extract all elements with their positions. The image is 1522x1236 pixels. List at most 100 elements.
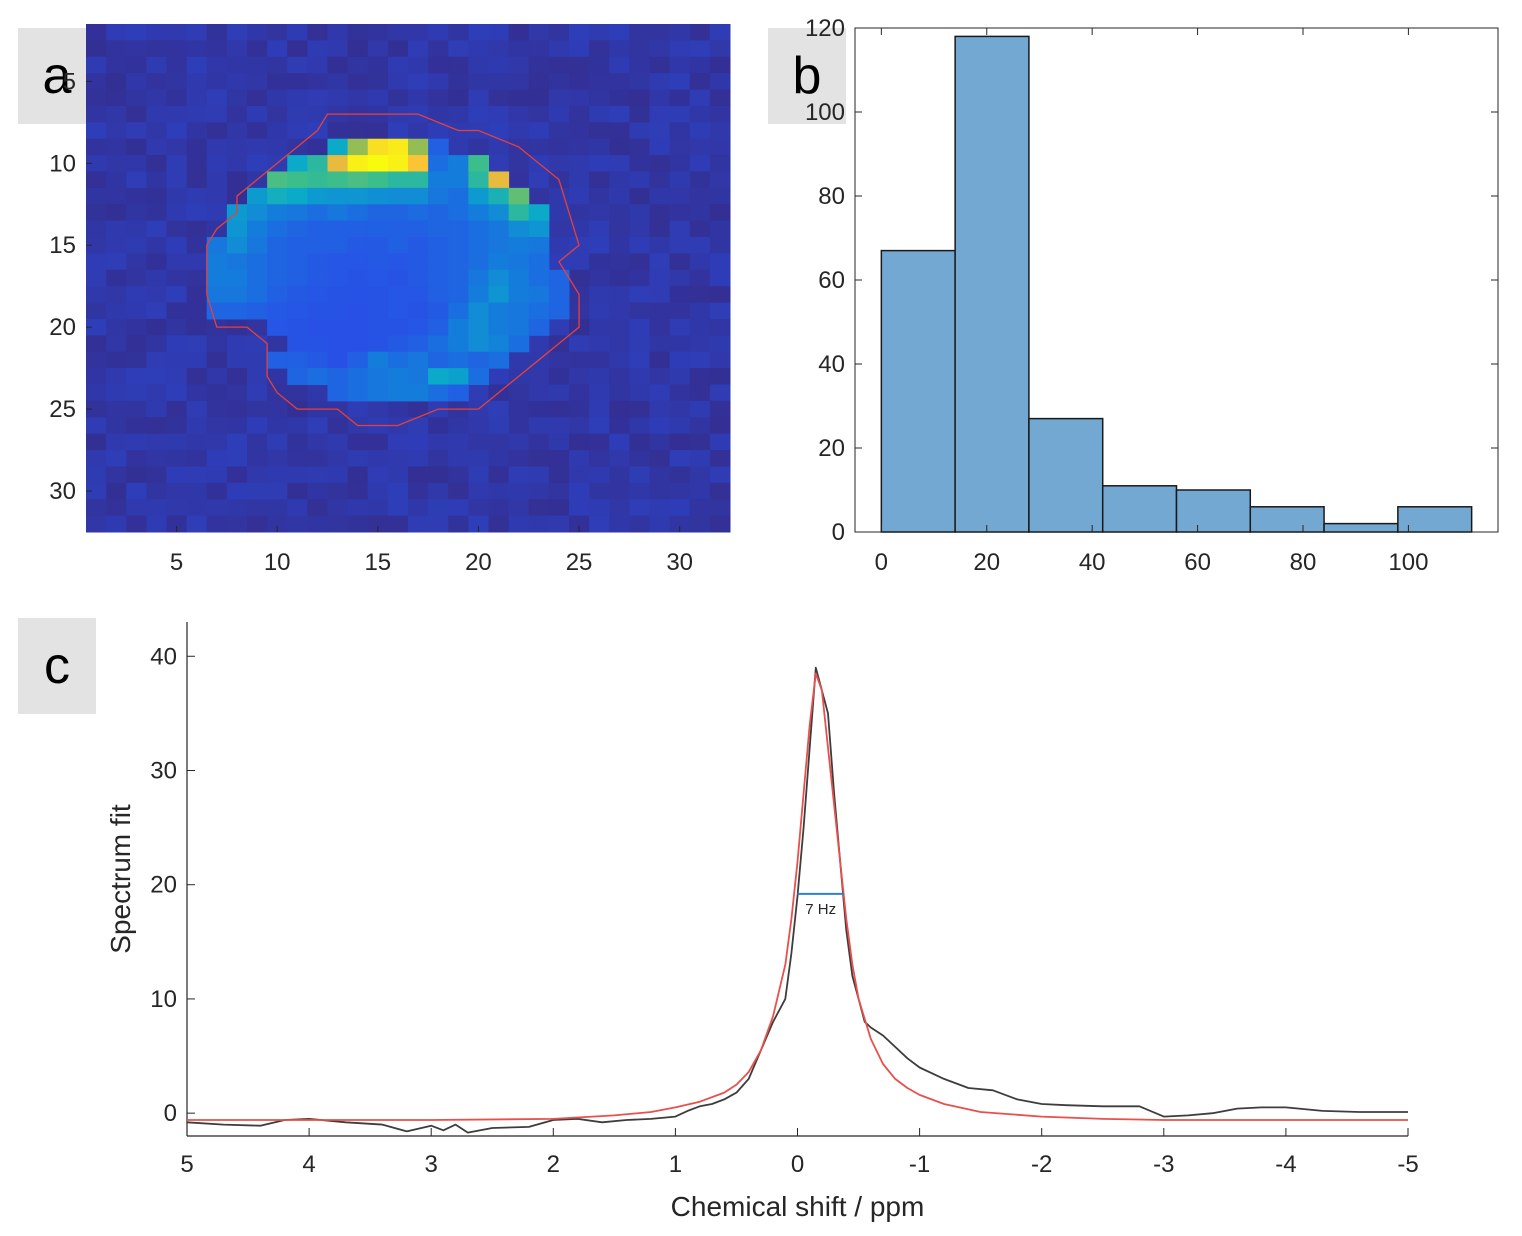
heatmap-cell	[709, 466, 731, 484]
heatmap-cell	[367, 499, 389, 517]
heatmap-cell	[428, 155, 449, 172]
heatmap-cell	[488, 171, 510, 189]
heatmap-cell	[528, 122, 550, 140]
heatmap-cell	[689, 351, 711, 369]
heatmap-cell	[387, 24, 409, 41]
heatmap-cell	[307, 105, 328, 123]
heatmap-cell	[387, 138, 409, 156]
heatmap-cell	[649, 171, 671, 189]
heatmap-cell	[226, 56, 248, 74]
heatmap-cell	[548, 237, 570, 254]
heatmap-cell	[488, 466, 510, 484]
x-tick-label: -4	[1275, 1151, 1296, 1178]
heatmap-cell	[387, 40, 409, 58]
heatmap-cell	[327, 89, 349, 107]
heatmap-cell	[347, 400, 369, 418]
heatmap-cell	[126, 138, 147, 156]
heatmap-cell	[448, 171, 469, 189]
heatmap-cell	[327, 318, 349, 336]
heatmap-cell	[186, 73, 208, 91]
heatmap-cell	[126, 400, 147, 418]
heatmap-cell	[428, 171, 449, 189]
heatmap-cell	[649, 384, 671, 402]
heatmap-cell	[146, 482, 167, 500]
heatmap-cell	[569, 400, 590, 418]
heatmap-cell	[689, 138, 711, 156]
heatmap-cell	[106, 237, 127, 254]
heatmap-cell	[709, 482, 731, 500]
heatmap-cell	[569, 482, 590, 500]
heatmap-cell	[206, 384, 228, 402]
heatmap-cell	[106, 515, 127, 533]
heatmap-cell	[528, 204, 550, 222]
heatmap-cell	[86, 89, 107, 107]
heatmap-cell	[508, 56, 530, 74]
heatmap-cell	[106, 105, 127, 123]
heatmap-cell	[448, 433, 469, 451]
x-tick-label: 30	[666, 549, 693, 576]
heatmap-cell	[629, 122, 650, 140]
heatmap-cell	[267, 318, 288, 336]
heatmap-cell	[327, 286, 349, 304]
heatmap-cell	[166, 351, 188, 369]
heatmap-cell	[186, 204, 208, 222]
heatmap-cell	[629, 335, 650, 353]
heatmap-cell	[669, 368, 691, 386]
heatmap-cell	[528, 40, 550, 58]
heatmap-cell	[548, 286, 570, 304]
heatmap-cell	[669, 220, 691, 238]
heatmap-cell	[307, 89, 328, 107]
heatmap-cell	[186, 286, 208, 304]
heatmap-cell	[247, 515, 268, 533]
heatmap-cell	[569, 499, 590, 517]
heatmap-cell	[569, 138, 590, 156]
heatmap-cell	[649, 368, 671, 386]
heatmap-cell	[428, 368, 449, 386]
heatmap-cell	[327, 335, 349, 353]
heatmap-cell	[146, 56, 167, 74]
heatmap-cell	[408, 237, 429, 254]
heatmap-cell	[508, 450, 530, 467]
x-tick-label: 0	[791, 1151, 804, 1178]
heatmap-cell	[589, 89, 610, 107]
heatmap-cell	[307, 318, 328, 336]
heatmap-cell	[468, 433, 489, 451]
x-tick-label: 5	[170, 549, 183, 576]
heatmap-cell	[609, 24, 630, 41]
x-tick-label: 5	[180, 1151, 193, 1178]
heatmap-cell	[448, 73, 469, 91]
heatmap-cell	[146, 89, 167, 107]
heatmap-cell	[146, 450, 167, 467]
heatmap-cell	[468, 335, 489, 353]
heatmap-cell	[408, 89, 429, 107]
heatmap-cell	[589, 73, 610, 91]
heatmap-cell	[488, 368, 510, 386]
heatmap-cell	[528, 417, 550, 435]
heatmap-cell	[367, 171, 389, 189]
heatmap-cell	[367, 466, 389, 484]
heatmap-cell	[166, 368, 188, 386]
heatmap-cell	[488, 318, 510, 336]
heatmap-cell	[528, 286, 550, 304]
heatmap-cell	[569, 204, 590, 222]
heatmap-cell	[528, 24, 550, 41]
heatmap-cell	[569, 73, 590, 91]
heatmap-cell	[448, 368, 469, 386]
heatmap-cell	[327, 253, 349, 271]
heatmap-cell	[126, 220, 147, 238]
heatmap-cell	[126, 73, 147, 91]
heatmap-cell	[267, 466, 288, 484]
heatmap-cell	[226, 122, 248, 140]
heatmap-cell	[629, 187, 650, 205]
heatmap-cell	[488, 73, 510, 91]
heatmap-cell	[488, 450, 510, 467]
heatmap-cell	[488, 105, 510, 123]
heatmap-cell	[166, 499, 188, 517]
heatmap-cell	[307, 515, 328, 533]
heatmap-cell	[569, 351, 590, 369]
heatmap-cell	[186, 24, 208, 41]
fwhm-label: 7 Hz	[805, 901, 836, 918]
heatmap-cell	[408, 318, 429, 336]
heatmap-cell	[287, 155, 308, 172]
